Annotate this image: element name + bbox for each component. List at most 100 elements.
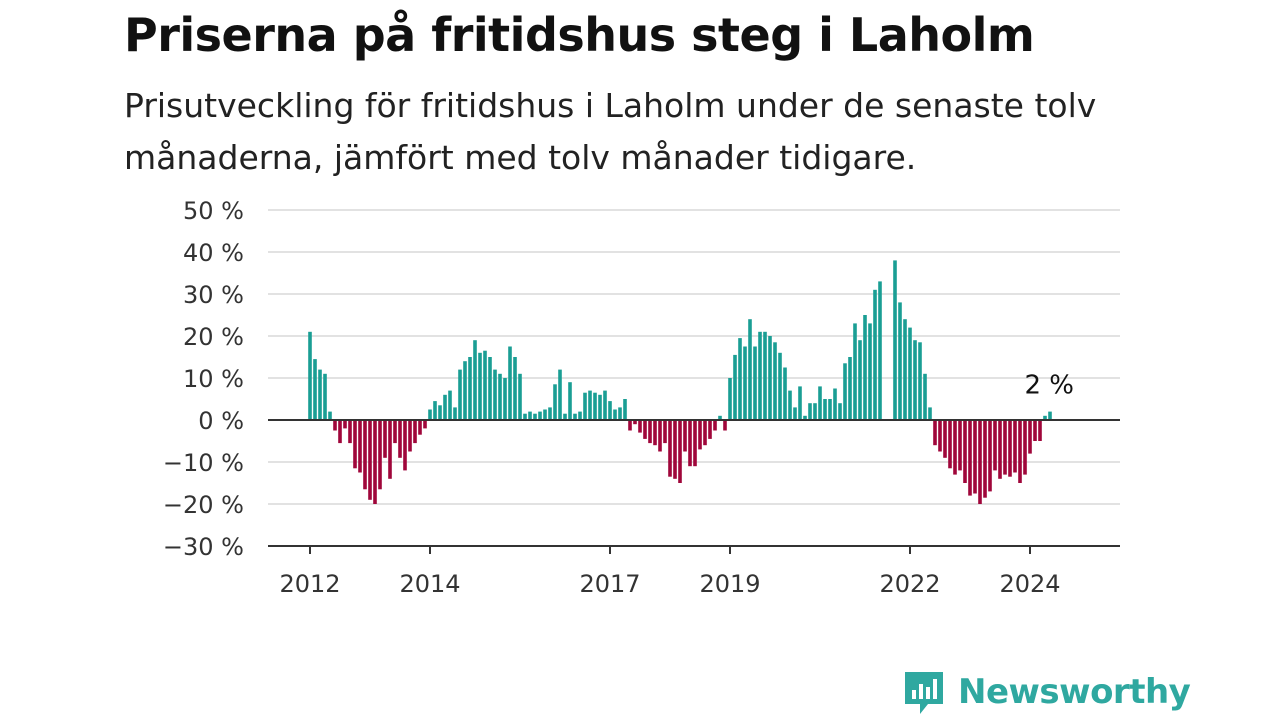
bar bbox=[993, 420, 997, 471]
bar bbox=[718, 415, 722, 420]
x-tick-label: 2014 bbox=[399, 570, 460, 598]
bar bbox=[673, 420, 677, 479]
bar bbox=[863, 315, 867, 420]
bar bbox=[638, 420, 642, 433]
bar bbox=[988, 420, 992, 492]
bar bbox=[433, 401, 437, 420]
bar bbox=[333, 420, 337, 431]
bar bbox=[593, 392, 597, 420]
bar bbox=[843, 363, 847, 420]
bar bbox=[878, 281, 882, 420]
bar bbox=[928, 407, 932, 420]
bar bbox=[933, 420, 937, 446]
bar bbox=[923, 373, 927, 420]
bar bbox=[838, 403, 842, 420]
bar bbox=[308, 331, 312, 420]
bar bbox=[413, 420, 417, 444]
bar bbox=[533, 413, 537, 420]
bar bbox=[628, 420, 632, 431]
y-tick-label: 0 % bbox=[198, 407, 244, 435]
bar bbox=[608, 401, 612, 420]
bar bbox=[408, 420, 412, 452]
bar bbox=[668, 420, 672, 477]
bar bbox=[893, 260, 897, 420]
bar bbox=[598, 394, 602, 420]
y-tick-label: −10 % bbox=[163, 449, 244, 477]
bar bbox=[603, 390, 607, 420]
bar bbox=[513, 357, 517, 420]
bar bbox=[378, 420, 382, 490]
bar bbox=[738, 338, 742, 420]
bar bbox=[518, 373, 522, 420]
y-tick-label: 40 % bbox=[183, 239, 244, 267]
bar bbox=[348, 420, 352, 444]
bar bbox=[1048, 411, 1052, 420]
bar bbox=[903, 319, 907, 420]
bar bbox=[438, 405, 442, 420]
bar bbox=[898, 302, 902, 420]
bar bbox=[393, 420, 397, 444]
bar bbox=[918, 342, 922, 420]
x-tick-label: 2019 bbox=[699, 570, 760, 598]
bar bbox=[643, 420, 647, 439]
bar bbox=[353, 420, 357, 469]
bar bbox=[753, 346, 757, 420]
bar bbox=[833, 388, 837, 420]
bar bbox=[1033, 420, 1037, 441]
x-tick-label: 2024 bbox=[999, 570, 1060, 598]
y-tick-label: 10 % bbox=[183, 365, 244, 393]
gridlines bbox=[268, 209, 1120, 505]
bar bbox=[318, 369, 322, 420]
bar bbox=[453, 407, 457, 420]
bar bbox=[338, 420, 342, 444]
bar bbox=[958, 420, 962, 471]
y-tick-label: 30 % bbox=[183, 281, 244, 309]
bar bbox=[633, 420, 637, 425]
last-value-annotation: 2 % bbox=[1024, 371, 1074, 401]
bar bbox=[983, 420, 987, 498]
bar bbox=[818, 386, 822, 420]
x-tick-label: 2017 bbox=[579, 570, 640, 598]
chart-title: Priserna på fritidshus steg i Laholm bbox=[124, 8, 1035, 62]
bar bbox=[798, 386, 802, 420]
bar bbox=[728, 378, 732, 420]
bar bbox=[1038, 420, 1042, 441]
bar bbox=[648, 420, 652, 444]
bar bbox=[1043, 415, 1047, 420]
bar bbox=[698, 420, 702, 450]
bar bbox=[493, 369, 497, 420]
bar bbox=[693, 420, 697, 467]
bar bbox=[343, 420, 347, 429]
bar bbox=[613, 409, 617, 420]
bar bbox=[948, 420, 952, 469]
bar bbox=[708, 420, 712, 439]
bar bbox=[468, 357, 472, 420]
bar bbox=[568, 382, 572, 420]
bar bbox=[398, 420, 402, 458]
bar bbox=[848, 357, 852, 420]
bar bbox=[418, 420, 422, 435]
y-tick-label: −30 % bbox=[163, 533, 244, 561]
bar bbox=[953, 420, 957, 475]
bar bbox=[553, 384, 557, 420]
bar bbox=[938, 420, 942, 452]
bar bbox=[458, 369, 462, 420]
bar bbox=[763, 331, 767, 420]
bar bbox=[723, 420, 727, 431]
bar bbox=[523, 413, 527, 420]
bar bbox=[313, 359, 317, 420]
chart-subtitle: Prisutveckling för fritidshus i Laholm u… bbox=[124, 86, 1097, 177]
bar bbox=[973, 420, 977, 494]
bar bbox=[743, 346, 747, 420]
bar bbox=[368, 420, 372, 500]
bar bbox=[563, 413, 567, 420]
bar bbox=[748, 319, 752, 420]
bar bbox=[473, 340, 477, 420]
y-tick-label: −20 % bbox=[163, 491, 244, 519]
x-axis-ticks: 2012 2014 2017 2019 2022 2024 bbox=[279, 546, 1061, 598]
bar bbox=[358, 420, 362, 473]
bar bbox=[978, 420, 982, 504]
bar bbox=[583, 392, 587, 420]
bar bbox=[428, 409, 432, 420]
bar bbox=[403, 420, 407, 471]
